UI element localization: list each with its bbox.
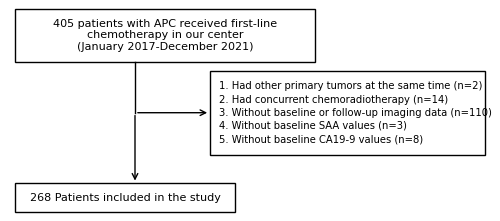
FancyBboxPatch shape	[210, 71, 485, 155]
Text: 1. Had other primary tumors at the same time (n=2)
2. Had concurrent chemoradiot: 1. Had other primary tumors at the same …	[219, 81, 492, 144]
FancyBboxPatch shape	[15, 9, 315, 62]
Text: 405 patients with APC received first-line
chemotherapy in our center
(January 20: 405 patients with APC received first-lin…	[53, 19, 277, 52]
Text: 268 Patients included in the study: 268 Patients included in the study	[30, 193, 220, 203]
FancyBboxPatch shape	[15, 183, 235, 212]
